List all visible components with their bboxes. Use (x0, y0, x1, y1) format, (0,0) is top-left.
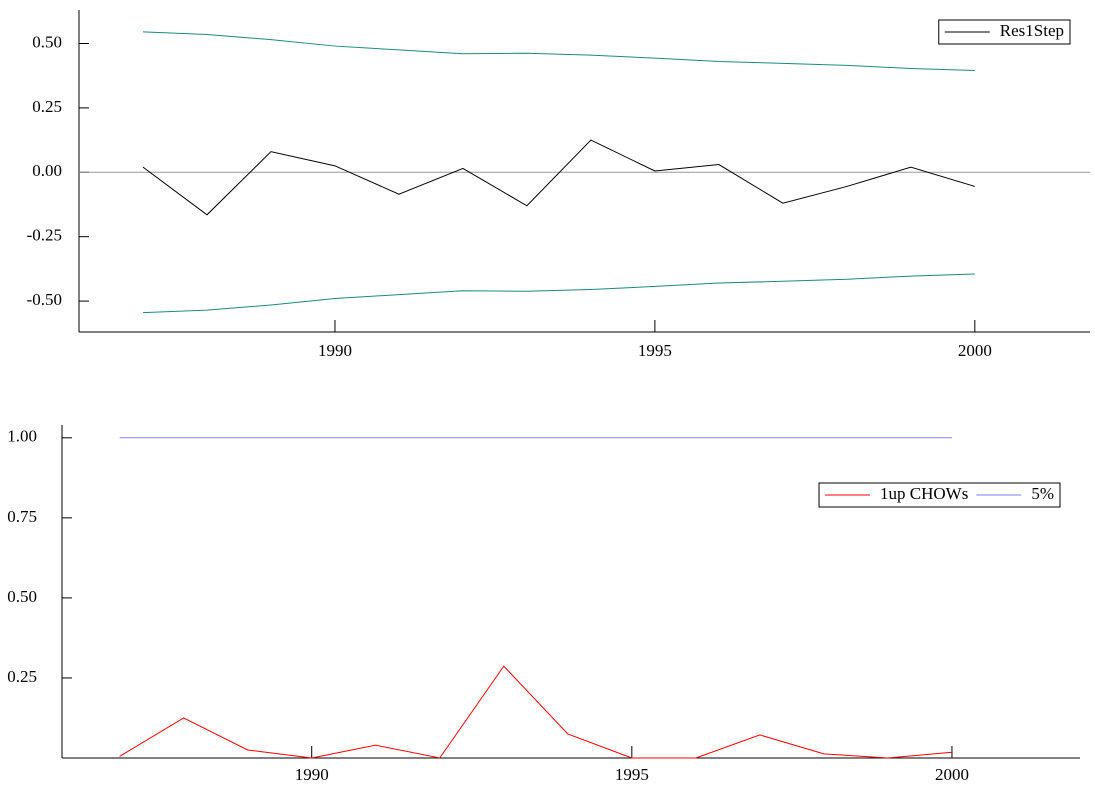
y-tick-label: -0.25 (27, 226, 62, 245)
y-tick-label: 0.00 (32, 161, 62, 180)
y-tick-label: 0.25 (7, 667, 37, 686)
y-tick-label: 0.50 (7, 587, 37, 606)
series-line (142, 273, 975, 314)
y-tick-label: 1.00 (7, 427, 37, 446)
series-line (142, 31, 975, 72)
y-tick-label: 0.75 (7, 507, 37, 526)
x-tick-label: 1990 (318, 341, 352, 360)
y-tick-label: 0.50 (32, 32, 62, 51)
x-tick-label: 2000 (935, 765, 969, 784)
legend-label: 1up CHOWs (880, 484, 968, 503)
x-tick-label: 1995 (615, 765, 649, 784)
x-tick-label: 1995 (638, 341, 672, 360)
legend-label: 5% (1031, 484, 1054, 503)
series-line (142, 139, 975, 216)
y-tick-label: -0.50 (27, 290, 62, 309)
series-line (119, 665, 952, 759)
x-tick-label: 1990 (295, 765, 329, 784)
y-tick-label: 0.25 (32, 97, 62, 116)
legend-label: Res1Step (1000, 21, 1064, 40)
x-tick-label: 2000 (958, 341, 992, 360)
